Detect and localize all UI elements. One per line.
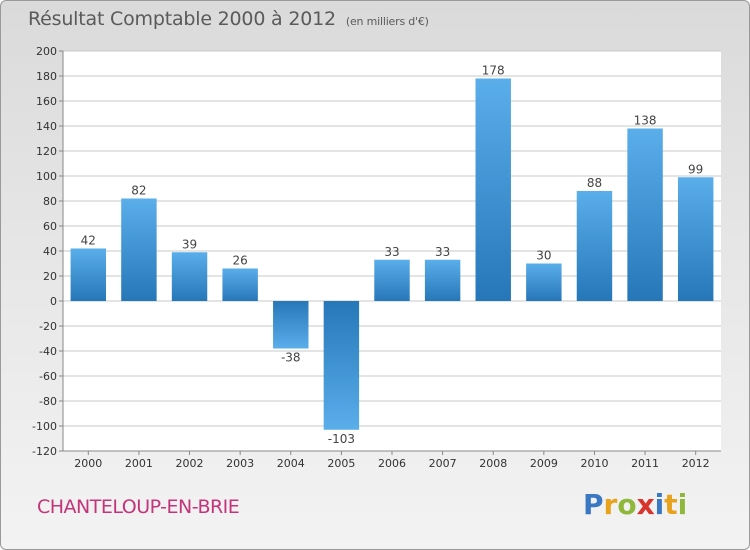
proxiti-logo: Proxiti [583, 488, 687, 521]
data-label: 30 [536, 249, 551, 263]
y-tick-label: -40 [39, 345, 57, 358]
x-tick-label: 2009 [530, 457, 558, 470]
bar [273, 301, 309, 349]
y-tick-label: 200 [36, 45, 57, 58]
y-tick-label: 180 [36, 70, 57, 83]
y-tick-label: -20 [39, 320, 57, 333]
x-tick-label: 2004 [277, 457, 305, 470]
bar [323, 301, 360, 430]
x-tick-label: 2012 [682, 457, 710, 470]
bar [475, 78, 511, 301]
y-tick-label: 100 [36, 170, 57, 183]
data-label: 42 [81, 234, 96, 248]
x-tick-label: 2008 [479, 457, 507, 470]
data-label: 33 [384, 245, 399, 259]
y-tick-label: -80 [39, 395, 57, 408]
bar [677, 177, 714, 301]
data-label: -38 [281, 351, 301, 365]
data-label: 88 [587, 176, 602, 190]
y-tick-label: 0 [50, 295, 57, 308]
x-tick-label: 2006 [378, 457, 406, 470]
bar [222, 268, 258, 301]
bar [627, 128, 663, 301]
y-tick-label: 20 [43, 270, 57, 283]
y-tick-label: 80 [43, 195, 57, 208]
x-tick-label: 2010 [580, 457, 608, 470]
x-tick-label: 2001 [125, 457, 153, 470]
y-tick-label: -100 [32, 420, 57, 433]
brand-letter: r [603, 488, 618, 521]
bar [424, 259, 461, 301]
x-tick-label: 2000 [74, 457, 102, 470]
y-tick-label: -60 [39, 370, 57, 383]
data-label: 26 [233, 254, 248, 268]
brand-letter: i [654, 488, 665, 521]
bar [171, 252, 208, 301]
brand-letter: t [664, 488, 678, 521]
x-tick-label: 2011 [631, 457, 659, 470]
data-label: 178 [482, 64, 505, 78]
data-label: 39 [182, 237, 197, 251]
brand-letter: i [677, 488, 688, 521]
brand-letter: x [636, 488, 655, 521]
y-tick-label: 120 [36, 145, 57, 158]
chart-title: Résultat Comptable 2000 à 2012 (en millie… [28, 8, 429, 30]
data-label: 99 [688, 162, 703, 176]
bar [576, 191, 613, 301]
brand-letter: o [617, 488, 637, 521]
x-tick-label: 2003 [226, 457, 254, 470]
x-tick-label: 2005 [327, 457, 355, 470]
bar [70, 248, 107, 301]
y-tick-label: 40 [43, 245, 57, 258]
x-tick-label: 2002 [176, 457, 204, 470]
data-label: 82 [131, 184, 146, 198]
x-tick-label: 2007 [429, 457, 457, 470]
data-label: 33 [435, 245, 450, 259]
y-tick-label: 160 [36, 95, 57, 108]
brand-letter: P [583, 488, 604, 521]
data-label: 138 [634, 114, 657, 128]
y-tick-label: -120 [32, 445, 57, 458]
bar [121, 198, 157, 301]
bar [374, 259, 410, 301]
bar [526, 263, 562, 301]
y-tick-label: 60 [43, 220, 57, 233]
chart-subtitle: (en milliers d'€) [345, 15, 429, 28]
chart-title-text: Résultat Comptable 2000 à 2012 [28, 8, 336, 30]
data-label: -103 [328, 432, 355, 446]
city-name: CHANTELOUP-EN-BRIE [37, 496, 240, 518]
y-tick-label: 140 [36, 120, 57, 133]
